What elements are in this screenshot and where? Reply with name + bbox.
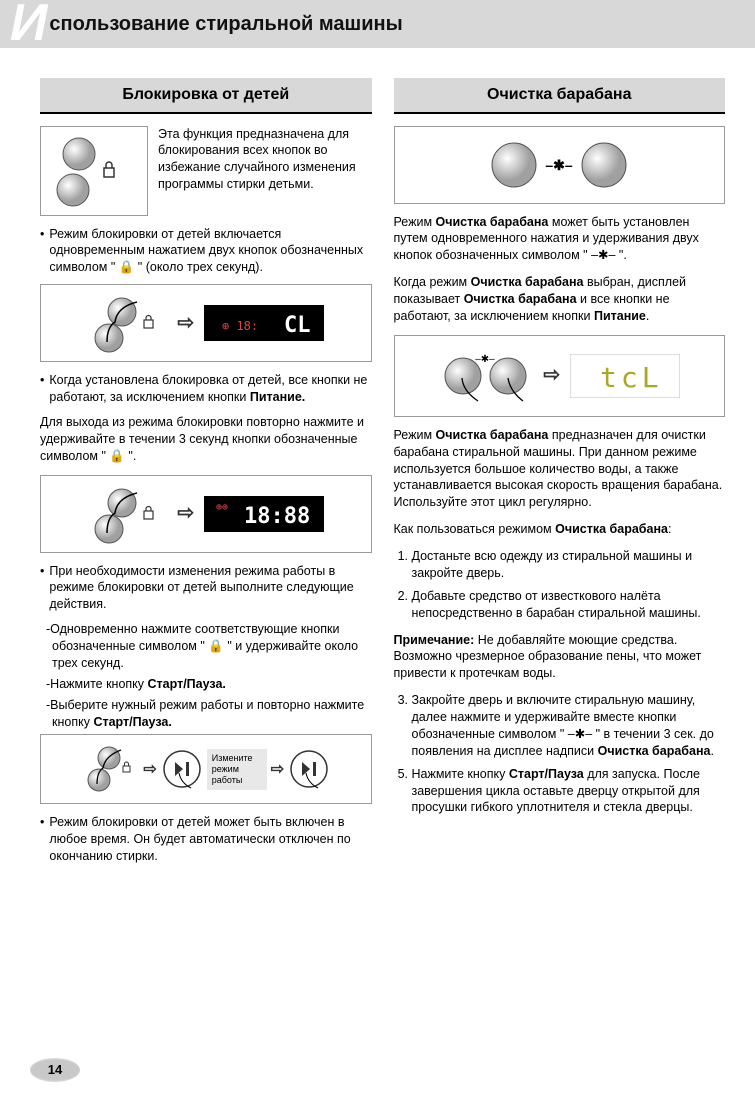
arrow-icon: ⇨ [271, 759, 284, 781]
howto-title: Как пользоваться режимом Очистка барабан… [394, 521, 726, 538]
diagram-sequence: ⇨ Измените режим работы ⇨ [40, 734, 372, 804]
diagram-press-display-cl: ⇨ ⊕ 18: CL [40, 284, 372, 362]
step-3: Закройте дверь и включите стиральную маш… [412, 692, 726, 760]
header-big-letter: И [10, 3, 47, 45]
diagram-press-display-1888: ⇨ ⊕⊕ 18:88 [40, 475, 372, 553]
lcd-display: ⊕ 18: CL [204, 305, 324, 341]
p1: Режим Очистка барабана может быть устано… [394, 214, 726, 265]
change-mode-label: Измените режим работы [207, 749, 267, 789]
para-exit: Для выхода из режима блокировки повторно… [40, 414, 372, 465]
arrow-icon: ⇨ [177, 500, 194, 527]
p2: Когда режим Очистка барабана выбран, дис… [394, 274, 726, 325]
section-title-child-lock: Блокировка от детей [40, 78, 372, 114]
diagram-two-buttons-lock [40, 126, 148, 216]
svg-text:⊕ 18:: ⊕ 18: [222, 319, 258, 333]
hand-press-buttons-icon [87, 292, 167, 354]
right-column: Очистка барабана –✱– Режим Очистка бараб… [394, 78, 726, 873]
diagram-two-buttons-star: –✱– [394, 126, 726, 204]
diagram-press-display-tcl: –✱– ⇨ tcL [394, 335, 726, 417]
page-header: И спользование стиральной машины [0, 0, 755, 48]
lcd-display-light: tcL [570, 354, 680, 398]
step-5: Нажмите кнопку Старт/Пауза для запуска. … [412, 766, 726, 817]
substep-1: -Одновременно нажмите соответствующие кн… [46, 621, 372, 672]
svg-text:–✱–: –✱– [546, 157, 574, 173]
hand-press-two-buttons-icon: –✱– [438, 346, 533, 406]
bullet-3: При необходимости изменения режима работ… [40, 563, 372, 614]
two-buttons-icon [49, 134, 139, 208]
arrow-icon: ⇨ [143, 759, 156, 781]
svg-text:⊕⊕: ⊕⊕ [216, 502, 228, 513]
section-title-drum-clean: Очистка барабана [394, 78, 726, 114]
svg-text:CL: CL [284, 313, 311, 338]
two-buttons-star-icon: –✱– [474, 137, 644, 193]
step-2: Добавьте средство от известкового налёта… [412, 588, 726, 622]
page-number: 14 [30, 1058, 80, 1082]
svg-text:tcL: tcL [600, 361, 663, 394]
step-1: Достаньте всю одежду из стиральной машин… [412, 548, 726, 582]
svg-text:–✱–: –✱– [476, 354, 496, 365]
arrow-icon: ⇨ [543, 362, 560, 389]
hand-press-buttons-icon [81, 742, 139, 796]
substep-2: -Нажмите кнопку Старт/Пауза. [46, 676, 372, 693]
bullet-4: Режим блокировки от детей может быть вкл… [40, 814, 372, 865]
play-pause-button-icon [161, 748, 203, 790]
play-pause-button-icon [288, 748, 330, 790]
lcd-display: ⊕⊕ 18:88 [204, 496, 324, 532]
arrow-icon: ⇨ [177, 310, 194, 337]
bullet-2: Когда установлена блокировка от детей, в… [40, 372, 372, 406]
hand-press-buttons-icon [87, 483, 167, 545]
p3: Режим Очистка барабана предназначен для … [394, 427, 726, 511]
bullet-1: Режим блокировки от детей включается одн… [40, 226, 372, 277]
substep-3: -Выберите нужный режим работы и повторно… [46, 697, 372, 731]
header-title: спользование стиральной машины [49, 11, 402, 38]
svg-text:18:88: 18:88 [244, 504, 310, 529]
steps-list-2: Закройте дверь и включите стиральную маш… [394, 692, 726, 816]
intro-text: Эта функция предназначена для блокирован… [158, 126, 372, 206]
left-column: Блокировка от детей Эта функция пр [40, 78, 372, 873]
note: Примечание: Не добавляйте моющие средств… [394, 632, 726, 683]
steps-list: Достаньте всю одежду из стиральной машин… [394, 548, 726, 622]
